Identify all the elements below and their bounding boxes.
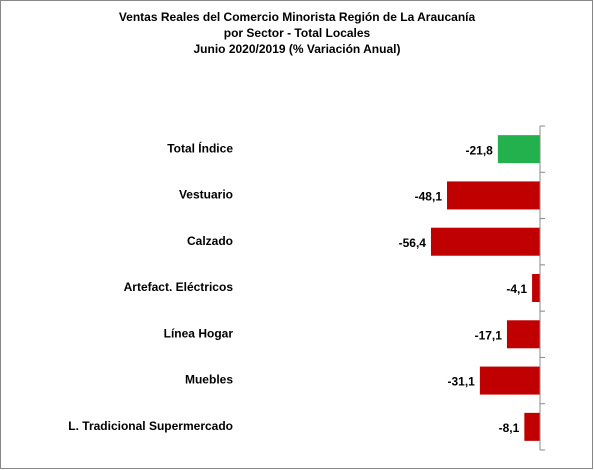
category-label: Línea Hogar xyxy=(164,326,234,340)
category-label: L. Tradicional Supermercado xyxy=(68,419,233,433)
chart-title: Ventas Reales del Comercio Minorista Reg… xyxy=(119,10,476,24)
value-label: -21,8 xyxy=(465,143,493,157)
category-label: Muebles xyxy=(185,373,233,387)
value-label: -4,1 xyxy=(506,282,527,296)
bar xyxy=(497,135,540,164)
bar xyxy=(532,274,540,302)
category-label: Total Índice xyxy=(167,140,233,155)
value-label: -48,1 xyxy=(415,190,443,204)
bar xyxy=(430,227,540,256)
category-label: Artefact. Eléctricos xyxy=(124,280,234,294)
bar xyxy=(479,366,540,395)
chart-title: Junio 2020/2019 (% Variación Anual) xyxy=(194,42,401,56)
category-label: Vestuario xyxy=(179,188,233,202)
bar xyxy=(447,181,540,210)
category-label: Calzado xyxy=(187,234,233,248)
value-label: -8,1 xyxy=(499,421,520,435)
value-label: -56,4 xyxy=(399,236,427,250)
value-label: -31,1 xyxy=(448,375,476,389)
bar xyxy=(524,412,540,441)
chart-title: por Sector - Total Locales xyxy=(224,26,371,40)
bar xyxy=(506,320,540,349)
value-label: -17,1 xyxy=(475,328,503,342)
